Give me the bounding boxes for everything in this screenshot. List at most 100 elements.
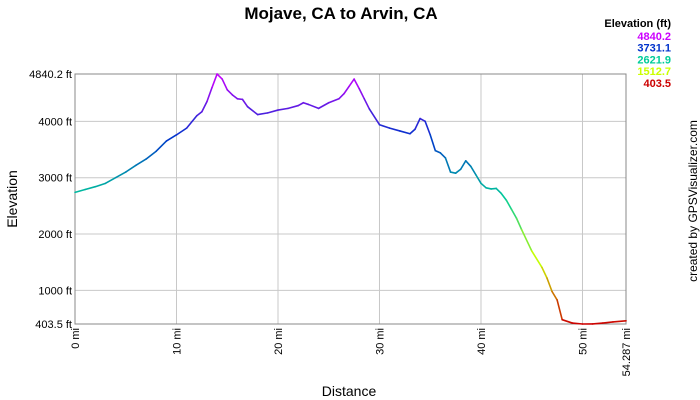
line-segment bbox=[454, 168, 462, 174]
line-segment bbox=[74, 188, 86, 194]
line-segment bbox=[135, 158, 147, 167]
line-segment bbox=[449, 171, 457, 174]
y-axis-ticks: 403.5 ft 1000 ft 2000 ft 3000 ft 4000 ft 4840… bbox=[29, 69, 72, 331]
line-segment bbox=[480, 182, 487, 189]
line-segment bbox=[464, 159, 472, 168]
line-segment bbox=[221, 78, 229, 91]
line-segment bbox=[591, 322, 604, 325]
x-axis-label: Distance bbox=[322, 383, 377, 399]
line-segment bbox=[104, 176, 117, 185]
line-segment bbox=[358, 87, 366, 100]
line-segment bbox=[94, 182, 107, 188]
line-segment bbox=[363, 98, 371, 110]
line-segment bbox=[500, 192, 508, 202]
line-segment bbox=[206, 86, 213, 103]
line-segment bbox=[434, 149, 442, 154]
legend-entry: 1512.7 bbox=[637, 66, 671, 78]
credit-text: created by GPSVisualizer.com bbox=[686, 120, 700, 282]
line-segment bbox=[414, 117, 421, 131]
line-segment bbox=[612, 320, 627, 323]
line-segment bbox=[327, 98, 340, 104]
elevation-line bbox=[74, 73, 627, 325]
line-segment bbox=[338, 92, 345, 100]
line-segment bbox=[475, 174, 482, 185]
legend-title: Elevation (ft) bbox=[604, 18, 671, 30]
line-segment bbox=[297, 101, 305, 107]
line-segment bbox=[277, 107, 289, 111]
line-segment bbox=[175, 127, 188, 136]
line-segment bbox=[444, 157, 452, 173]
chart-title: Mojave, CA to Arvin, CA bbox=[244, 4, 437, 23]
line-segment bbox=[398, 130, 411, 135]
y-tick-label: 403.5 ft bbox=[35, 319, 72, 331]
line-segment bbox=[165, 134, 178, 142]
line-segment bbox=[424, 120, 432, 136]
line-segment bbox=[490, 187, 498, 190]
y-tick-label: 3000 ft bbox=[38, 173, 72, 185]
line-segment bbox=[505, 199, 513, 211]
line-segment bbox=[459, 159, 467, 171]
line-segment bbox=[485, 187, 492, 190]
line-segment bbox=[256, 112, 269, 116]
line-segment bbox=[409, 128, 416, 135]
y-axis-label: Elevation bbox=[4, 170, 20, 228]
x-tick-label: 20 mi bbox=[273, 328, 285, 355]
line-segment bbox=[515, 217, 523, 231]
legend-entry: 403.5 bbox=[643, 78, 671, 90]
line-segment bbox=[236, 98, 244, 101]
line-segment bbox=[571, 322, 584, 325]
y-tick-label: 4840.2 ft bbox=[29, 69, 72, 81]
line-segment bbox=[510, 208, 518, 220]
y-tick-label: 2000 ft bbox=[38, 229, 72, 241]
y-tick-label: 1000 ft bbox=[38, 285, 72, 297]
line-segment bbox=[520, 228, 533, 252]
y-tick-label: 4000 ft bbox=[38, 116, 72, 128]
line-segment bbox=[546, 277, 553, 293]
line-segment bbox=[155, 140, 168, 153]
line-segment bbox=[378, 123, 391, 129]
x-tick-label: 10 mi bbox=[171, 328, 183, 355]
x-tick-label: 50 mi bbox=[577, 328, 589, 355]
legend-entry: 3731.1 bbox=[637, 43, 671, 55]
x-tick-label: 30 mi bbox=[374, 328, 386, 355]
line-segment bbox=[495, 187, 503, 195]
line-segment bbox=[287, 104, 300, 110]
line-segment bbox=[307, 103, 320, 110]
line-segment bbox=[302, 101, 310, 106]
line-segment bbox=[241, 98, 249, 108]
line-segment bbox=[470, 165, 477, 176]
line-segment bbox=[267, 109, 279, 114]
line-segment bbox=[556, 299, 563, 321]
line-segment bbox=[317, 101, 330, 110]
line-segment bbox=[226, 88, 234, 96]
line-segment bbox=[348, 78, 355, 88]
x-tick-label: 0 mi bbox=[70, 328, 82, 349]
line-segment bbox=[388, 127, 401, 132]
line-segment bbox=[231, 94, 239, 100]
line-segment bbox=[216, 73, 223, 80]
line-segment bbox=[530, 250, 543, 269]
line-segment bbox=[145, 150, 157, 160]
line-segment bbox=[551, 290, 558, 301]
line-segment bbox=[201, 100, 208, 113]
legend-entry: 4840.2 bbox=[637, 31, 671, 43]
line-segment bbox=[368, 108, 381, 126]
line-segment bbox=[114, 171, 127, 179]
line-segment bbox=[419, 117, 426, 123]
x-axis-ticks: 0 mi 10 mi 20 mi 30 mi 40 mi 50 mi 54.287 mi bbox=[70, 328, 633, 376]
line-segment bbox=[561, 318, 574, 324]
x-tick-label: 40 mi bbox=[476, 328, 488, 355]
line-segment bbox=[601, 321, 614, 324]
line-segment bbox=[185, 114, 198, 129]
grid bbox=[74, 73, 627, 325]
line-segment bbox=[353, 78, 360, 90]
line-segment bbox=[439, 152, 447, 159]
legend: Elevation (ft) 4840.23731.12621.91512.74… bbox=[604, 18, 671, 90]
legend-entry: 2621.9 bbox=[637, 54, 671, 66]
line-segment bbox=[343, 85, 350, 95]
line-segment bbox=[211, 73, 218, 89]
line-segment bbox=[84, 185, 97, 191]
line-segment bbox=[429, 134, 437, 152]
